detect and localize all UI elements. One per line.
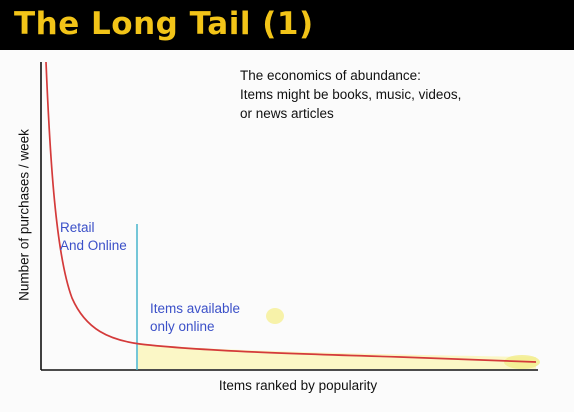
slide-title: The Long Tail (1)	[14, 6, 314, 42]
retail-and-online-label: Retail And Online	[60, 219, 127, 255]
online-only-label: Items available only online	[150, 300, 240, 336]
title-bar: The Long Tail (1)	[0, 0, 574, 50]
note-line: Items might be books, music, videos,	[240, 87, 462, 102]
note-line: The economics of abundance:	[240, 68, 421, 83]
long-tail-area	[138, 343, 536, 369]
label-line: Retail	[60, 220, 95, 235]
label-line: only online	[150, 319, 215, 334]
x-axis-label: Items ranked by popularity	[218, 378, 378, 393]
label-line: And Online	[60, 238, 127, 253]
note-line: or news articles	[240, 106, 334, 121]
demand-curve	[45, 61, 537, 363]
annotation-note: The economics of abundance: Items might …	[240, 66, 461, 123]
y-axis-label-text: Number of purchases / week	[16, 129, 32, 301]
highlight-dot	[266, 308, 284, 324]
label-line: Items available	[150, 301, 241, 316]
